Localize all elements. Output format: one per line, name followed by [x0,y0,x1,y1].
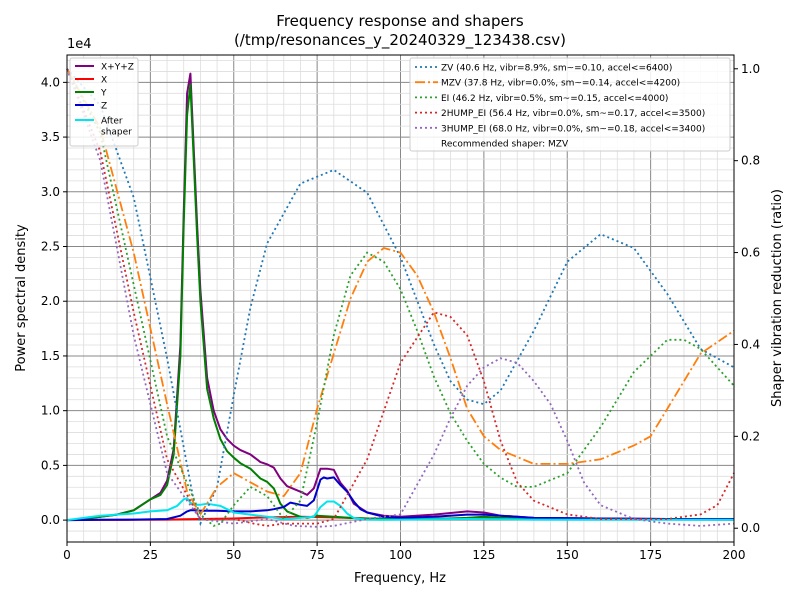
shaper-line-3hump_ei [66,68,735,528]
y2-tick-label: 0.2 [741,429,760,443]
y2-tick-label: 0.8 [741,154,760,168]
y-tick-label: 0.0 [41,513,60,527]
y-tick-label: 2.5 [41,240,60,254]
legend-right-box [409,57,731,152]
psd-line-x-y-z [66,72,734,522]
legend-right-label: ZV (40.6 Hz, vibr=8.9%, sm~=0.10, accel<… [441,64,672,74]
y-tick-label: 1.5 [41,349,60,363]
y-tick-label: 3.0 [41,185,60,199]
chart-subtitle: (/tmp/resonances_y_20240329_123438.csv) [234,31,566,50]
legend-right: ZV (40.6 Hz, vibr=8.9%, sm~=0.10, accel<… [409,57,731,152]
y-axis-ticks: 0.0 0.5 1.0 1.5 2.0 2.5 3.0 3.5 4.0 [41,75,67,527]
legend-left-label: X+Y+Z [101,63,134,73]
x-tick-label: 200 [723,548,746,562]
legend-left-label: Z [101,102,107,112]
x-axis-ticks: 0 25 50 75 100 125 150 175 200 [63,542,745,562]
legend-right-label: MZV (37.8 Hz, vibr=0.0%, sm~=0.14, accel… [441,79,680,89]
legend-left-label: Y [100,89,107,99]
x-tick-label: 50 [226,548,241,562]
chart-title: Frequency response and shapers [276,12,524,30]
y-tick-label: 3.5 [41,130,60,144]
y-tick-label: 1.0 [41,404,60,418]
x-tick-label: 0 [63,548,71,562]
x-axis-label: Frequency, Hz [354,571,446,586]
psd-lines [66,72,735,522]
y2-axis-label: Shaper vibration reduction (ratio) [770,189,785,407]
shaper-lines [66,68,735,528]
y-tick-label: 4.0 [41,75,60,89]
psd-line-after-shaper [66,497,734,522]
legend-right-label: Recommended shaper: MZV [441,140,569,150]
legend-right-label: 3HUMP_EI (68.0 Hz, vibr=0.0%, sm~=0.18, … [441,124,705,134]
y-tick-label: 2.0 [41,294,60,308]
x-tick-label: 125 [472,548,495,562]
shaper-line-ei [66,68,735,527]
legend-right-label: EI (46.2 Hz, vibr=0.5%, sm~=0.15, accel<… [441,94,668,104]
x-tick-label: 25 [143,548,158,562]
x-tick-label: 175 [639,548,662,562]
y2-tick-label: 1.0 [741,62,760,76]
x-tick-label: 150 [556,548,579,562]
y2-tick-label: 0.0 [741,521,760,535]
legend-right-label: 2HUMP_EI (56.4 Hz, vibr=0.0%, sm~=0.17, … [441,109,705,119]
x-tick-label: 100 [389,548,412,562]
legend-left-label: After shaper [101,117,132,138]
shaper-line-mzv [66,68,735,517]
y2-tick-label: 0.6 [741,246,760,260]
x-tick-label: 75 [309,548,324,562]
y2-axis-ticks: 0.0 0.2 0.4 0.6 0.8 1.0 [734,62,760,535]
psd-line-z [66,476,734,522]
y-tick-label: 0.5 [41,458,60,472]
y-axis-label: Power spectral density [14,224,29,372]
grid [67,55,734,542]
legend-left-label: X [101,76,107,86]
y-axis-multiplier: 1e4 [67,37,92,52]
legend-left: X+Y+Z XYZ After shaper [69,57,139,147]
y2-tick-label: 0.4 [741,337,760,351]
